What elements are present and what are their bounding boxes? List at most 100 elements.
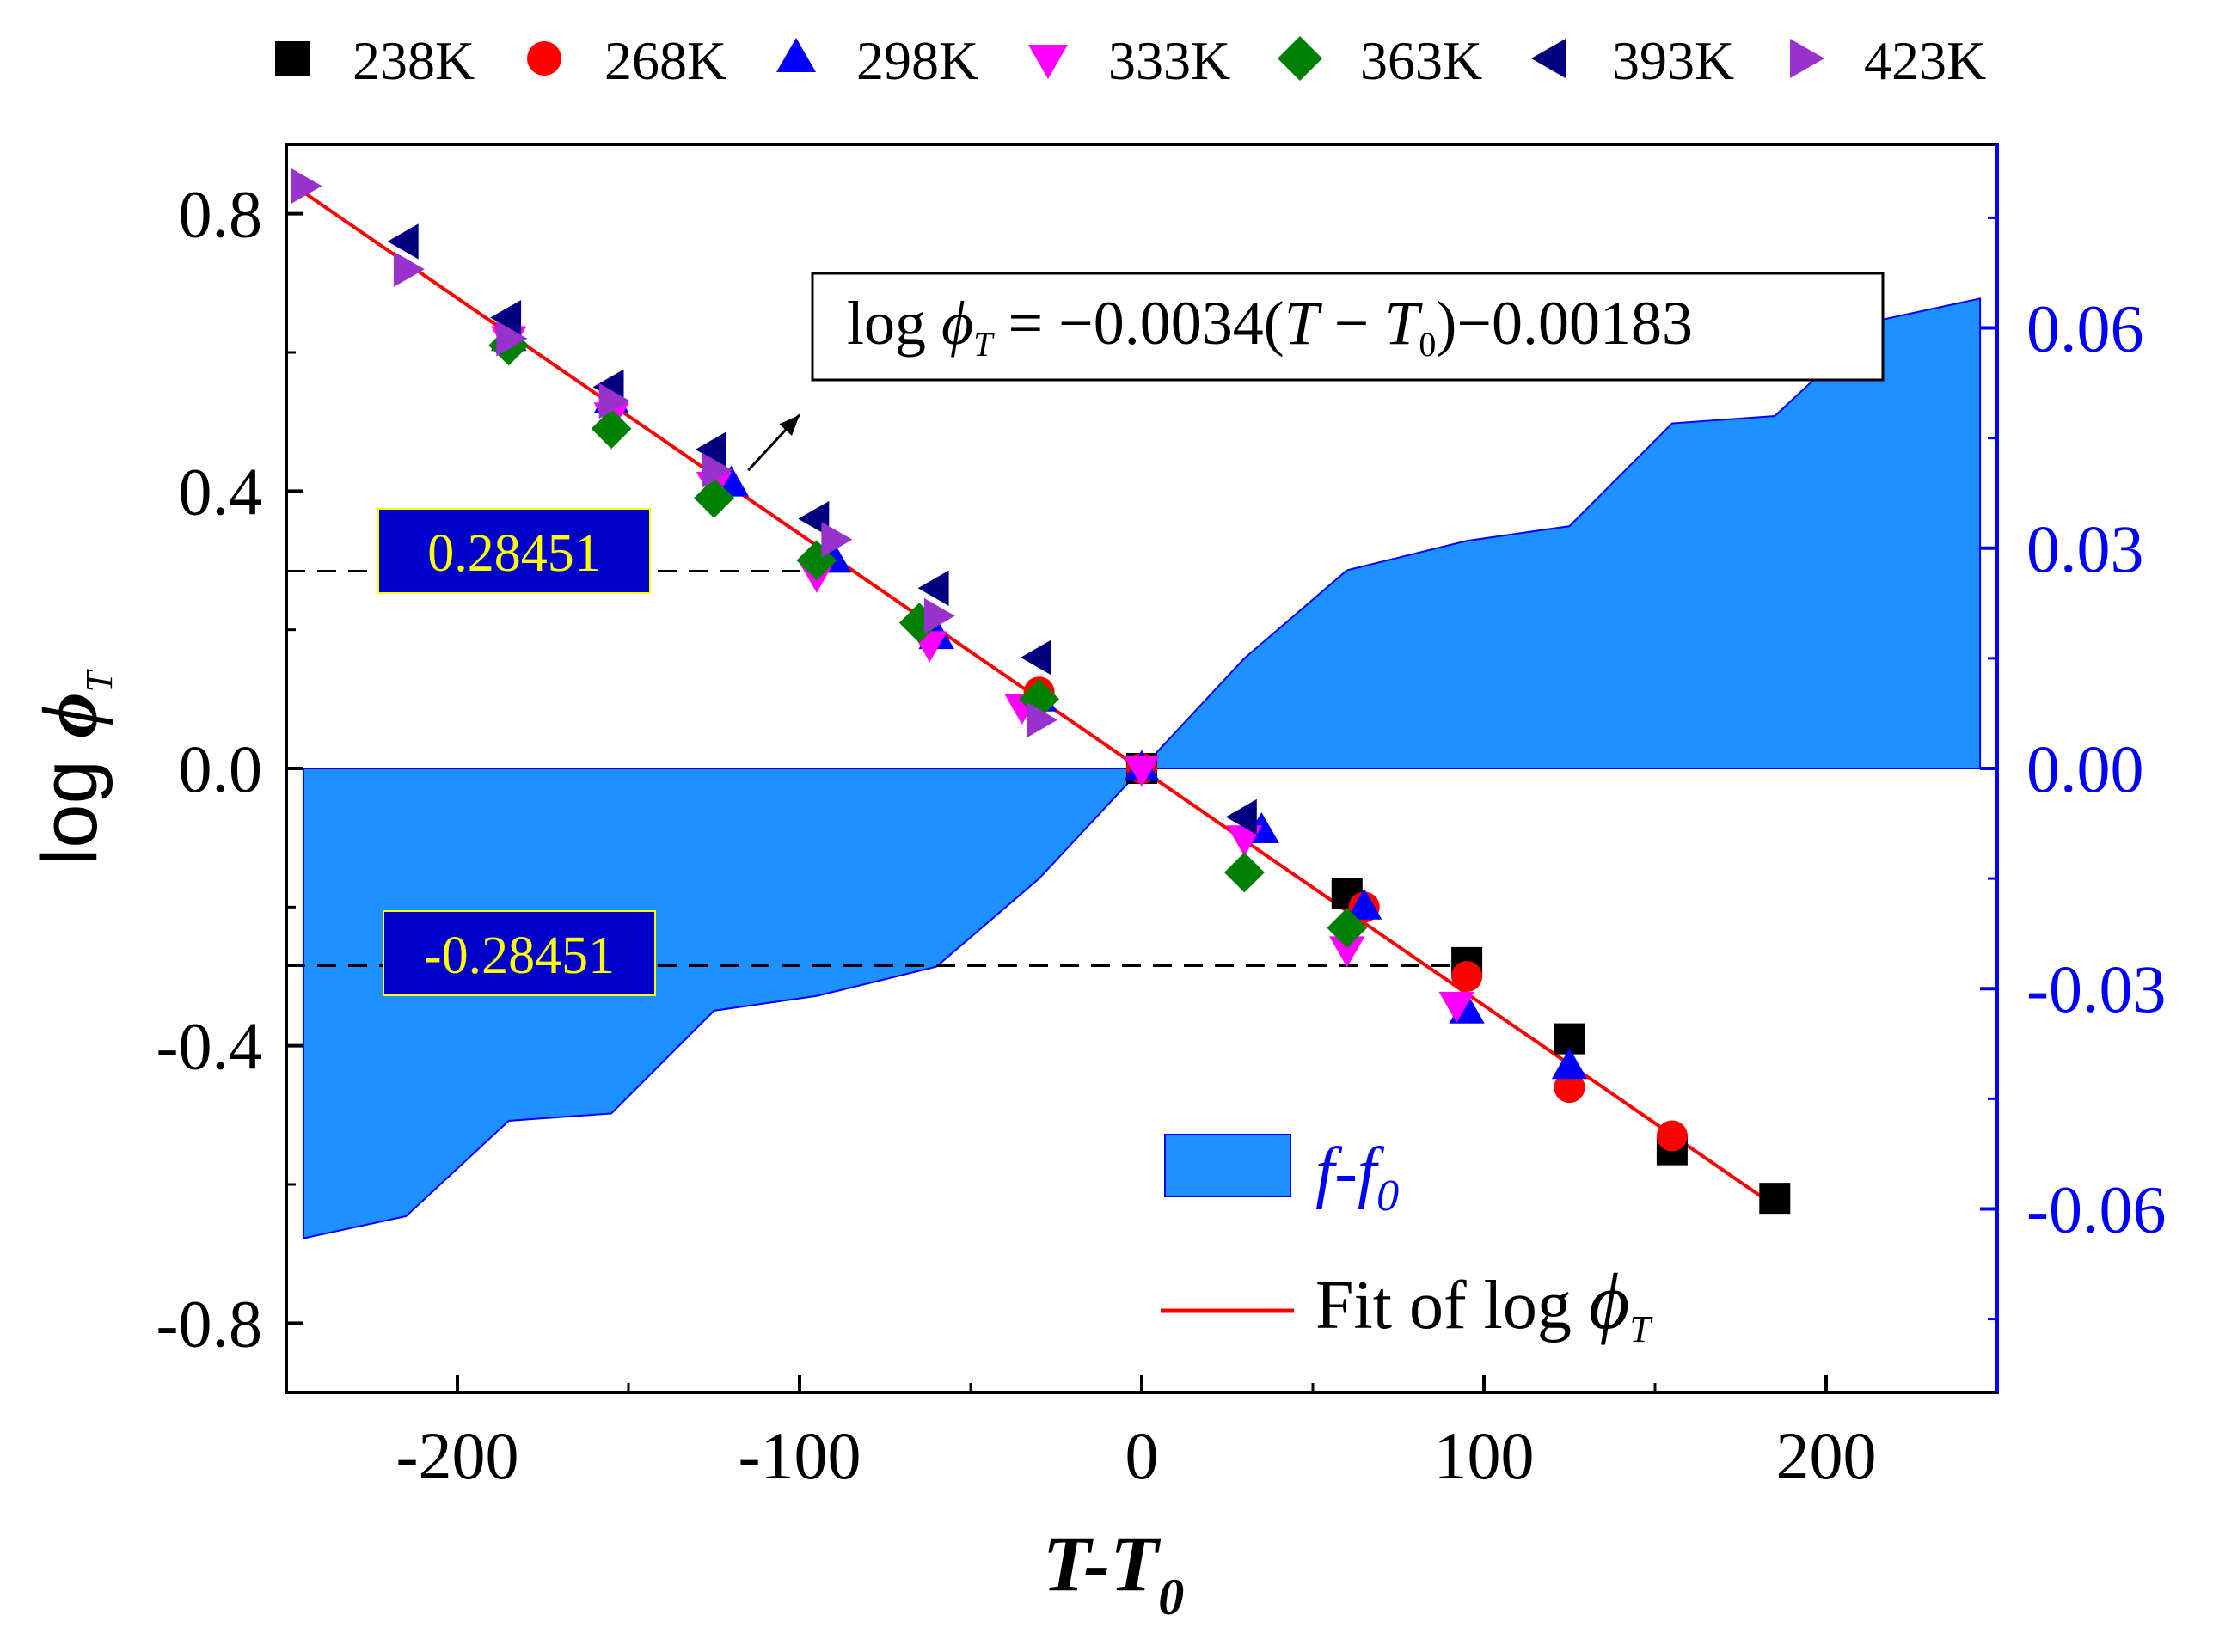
point-423K-2	[496, 321, 528, 357]
ref-label-negative-text: -0.28451	[424, 927, 615, 985]
point-333K-9	[1438, 991, 1474, 1023]
legend-marker-423K	[1790, 39, 1824, 78]
point-268K-4	[1554, 1072, 1585, 1104]
legend-item-333K: 333K	[1028, 30, 1230, 91]
y-tick-label: 0.0	[179, 731, 263, 806]
legend-marker-238K	[275, 41, 310, 76]
equation-T: T	[1284, 289, 1323, 358]
y2-tick-label: 0.03	[2026, 511, 2144, 586]
legend-area-label-sub: 0	[1376, 1172, 1399, 1221]
equation-minus: −	[1319, 289, 1385, 358]
x-tick-label: 100	[1434, 1418, 1535, 1493]
top-legend: 238K 268K 298K 333K 363K 393K 423K	[275, 30, 1986, 91]
point-393K-3	[695, 431, 726, 468]
point-333K-7	[1226, 825, 1263, 857]
equation-annotation: log ϕT = −0.0034(T − T0)−0.00183	[747, 272, 1885, 472]
point-393K-7	[1225, 798, 1257, 835]
equation-box	[811, 272, 1885, 382]
legend-label-393K: 393K	[1612, 30, 1734, 91]
y2-tick-label: 0.06	[2026, 291, 2144, 366]
point-363K-2	[694, 478, 734, 518]
point-393K-6	[1021, 639, 1051, 676]
point-423K-5	[821, 522, 853, 558]
legend-marker-393K	[1531, 39, 1566, 78]
y-axis-label-sub: T	[78, 668, 120, 692]
y-tick-label: -0.4	[156, 1009, 262, 1084]
point-423K-0	[291, 168, 322, 205]
y-axis-label-phi: ϕ	[26, 692, 113, 737]
equation-log: log	[847, 289, 941, 358]
point-363K-5	[1019, 678, 1059, 719]
y-tick-label: -0.8	[156, 1286, 262, 1361]
point-393K-0	[387, 223, 419, 260]
point-268K-5	[1656, 1120, 1688, 1152]
equation-T0: T	[1384, 289, 1423, 358]
legend-item-393K: 393K	[1531, 30, 1734, 91]
equation-arrow	[747, 413, 801, 472]
legend-label-238K: 238K	[352, 30, 475, 91]
equation-phi: ϕ	[941, 289, 973, 358]
y-axis-label-main: log	[26, 738, 113, 866]
ref-label-positive-text: 0.28451	[427, 524, 601, 583]
x-tick-label: 0	[1125, 1418, 1159, 1493]
point-393K-1	[490, 299, 522, 336]
point-268K-3	[1451, 961, 1483, 992]
point-363K-7	[1327, 908, 1368, 948]
legend-label-268K: 268K	[604, 30, 726, 91]
legend-marker-363K	[1278, 36, 1322, 81]
legend-area-label-main: f-f	[1315, 1135, 1385, 1210]
point-298K-8	[1346, 888, 1382, 920]
y2-tick-label: -0.06	[2026, 1172, 2166, 1246]
legend-fit-label-sub: T	[1629, 1308, 1653, 1350]
point-393K-5	[917, 570, 949, 606]
arrow-head	[779, 414, 800, 437]
x-axis-label-sub: 0	[1158, 1569, 1184, 1625]
point-363K-1	[591, 408, 632, 450]
point-423K-6	[923, 597, 955, 634]
point-298K-10	[1551, 1048, 1588, 1080]
x-tick-label: -100	[739, 1418, 861, 1493]
legend-fit-label-phi: ϕ	[1589, 1257, 1630, 1345]
inner-legend: f-f0 Fit of log ϕT	[1161, 1134, 1653, 1350]
ref-label-negative: -0.28451	[383, 910, 656, 996]
legend-fit-label-main: Fit of log	[1315, 1268, 1589, 1343]
point-423K-3	[598, 382, 630, 419]
legend-item-423K: 423K	[1790, 30, 1986, 91]
x-tick-label: 200	[1776, 1418, 1877, 1493]
point-393K-4	[798, 500, 830, 537]
x-axis-label-main: T-T	[1043, 1520, 1162, 1607]
point-363K-6	[1224, 852, 1265, 893]
legend-item-298K: 298K	[776, 30, 978, 91]
y-tick-label: 0.8	[179, 177, 263, 252]
point-333K-8	[1329, 936, 1365, 968]
equation-text: log ϕT = −0.0034(T − T0)−0.00183	[847, 289, 1693, 364]
equation-end: )−0.00183	[1436, 289, 1693, 358]
legend-area-swatch	[1164, 1134, 1291, 1197]
legend-label-333K: 333K	[1108, 30, 1230, 91]
legend-label-423K: 423K	[1864, 30, 1986, 91]
equation-T0-sub: 0	[1419, 325, 1436, 364]
y2-tick-label: -0.03	[2026, 951, 2166, 1026]
point-423K-1	[393, 251, 425, 287]
y-axis-label: log ϕT	[26, 668, 120, 866]
legend-fit-label: Fit of log ϕT	[1315, 1257, 1653, 1350]
axis-layer: -200 -100 0 100 200 -0.8 -0.4 0.0 0.4 0.8 -0.06 -0.…	[156, 177, 2167, 1493]
legend-item-268K: 268K	[527, 30, 726, 91]
legend-label-298K: 298K	[856, 30, 978, 91]
series-423K	[291, 168, 1058, 738]
x-axis-label: T-T0	[1043, 1520, 1185, 1625]
legend-area-label: f-f0	[1315, 1135, 1399, 1221]
point-423K-4	[702, 452, 733, 488]
equation-phi-sub: T	[973, 325, 995, 364]
point-423K-7	[1027, 701, 1058, 738]
y2-tick-label: 0.00	[2026, 731, 2144, 806]
y-tick-label: 0.4	[179, 454, 263, 529]
ref-label-positive: 0.28451	[377, 508, 651, 594]
legend-label-363K: 363K	[1360, 30, 1482, 91]
marker-layer	[291, 168, 1791, 1215]
legend-marker-268K	[527, 41, 561, 76]
legend-marker-298K	[776, 38, 816, 72]
legend-item-238K: 238K	[275, 30, 475, 91]
point-238K-5	[1759, 1183, 1791, 1215]
